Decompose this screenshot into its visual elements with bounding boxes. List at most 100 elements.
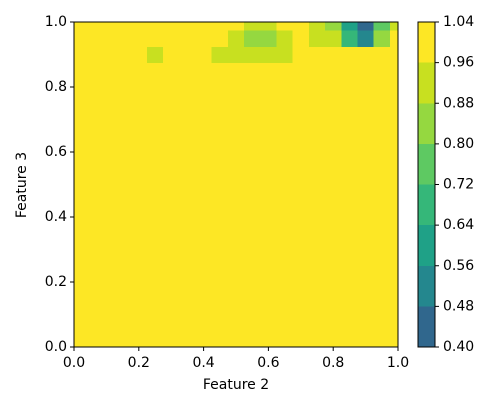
contour-cell: [227, 30, 245, 47]
contour-cell: [389, 30, 399, 47]
contour-cell: [357, 46, 375, 64]
contour-cell: [389, 208, 399, 348]
contour-cell: [211, 30, 229, 47]
colorbar-band: [418, 143, 435, 185]
contour-cell: [357, 22, 375, 31]
y-tick-label: 1.0: [45, 14, 67, 30]
contour-cell: [373, 46, 391, 64]
contour-cell: [98, 208, 115, 348]
colorbar-band: [418, 103, 435, 144]
contour-cell: [373, 62, 391, 210]
contour-cell: [114, 62, 132, 210]
y-axis-label: Feature 3: [14, 152, 30, 218]
contour-cell: [195, 30, 213, 47]
contour-cell: [341, 62, 358, 210]
colorbar-band: [418, 22, 435, 63]
contour-cell: [146, 46, 164, 64]
contour-cell: [179, 62, 196, 210]
contour-cell: [325, 46, 342, 64]
colorbar-band: [418, 184, 435, 226]
colorbar-band: [418, 306, 435, 347]
contour-cell: [276, 30, 294, 47]
contour-cell: [211, 62, 229, 210]
contour-cell: [244, 46, 261, 64]
contour-cell: [74, 30, 83, 47]
contour-cell: [292, 22, 310, 31]
contour-cell: [195, 46, 213, 64]
contour-cell: [227, 62, 245, 210]
contour-cell: [74, 62, 83, 210]
contour-cell: [114, 22, 132, 31]
contour-cell: [341, 22, 358, 31]
contour-cell: [179, 22, 196, 31]
contour-cell: [292, 46, 310, 64]
contour-cell: [227, 22, 245, 31]
colorbar-tick-label: 0.56: [443, 258, 474, 274]
x-tick-label: 0.8: [322, 355, 344, 371]
contour-cell: [130, 22, 148, 31]
contour-cell: [74, 208, 83, 348]
contour-cell: [341, 30, 358, 47]
contour-cell: [146, 208, 164, 348]
colorbar-tick-label: 0.80: [443, 136, 474, 152]
contour-cell: [325, 30, 342, 47]
contour-cell: [82, 46, 99, 64]
contour-cell: [211, 22, 229, 31]
colorbar-tick-label: 0.96: [443, 55, 474, 71]
contour-cell: [244, 62, 261, 210]
contour-cell: [357, 30, 375, 47]
x-tick-label: 0.6: [257, 355, 279, 371]
contour-cell: [130, 208, 148, 348]
contour-cell: [146, 22, 164, 31]
colorbar-tick-label: 0.40: [443, 339, 474, 355]
x-tick-label: 0.2: [128, 355, 150, 371]
contour-cell: [308, 62, 326, 210]
colorbar-tick-label: 0.48: [443, 298, 474, 314]
contour-cell: [325, 208, 342, 348]
contour-cell: [114, 46, 132, 64]
colorbar-band: [418, 62, 435, 104]
contour-cell: [227, 208, 245, 348]
contour-cell: [260, 46, 277, 64]
contour-cell: [98, 30, 115, 47]
contour-cell: [227, 46, 245, 64]
contour-cell: [163, 62, 180, 210]
contour-cell: [244, 30, 261, 47]
contour-cell: [195, 208, 213, 348]
contour-cell: [373, 208, 391, 348]
contour-cell: [211, 208, 229, 348]
contour-cell: [292, 62, 310, 210]
contour-cell: [179, 46, 196, 64]
colorbar-tick-label: 0.88: [443, 95, 474, 111]
contour-cell: [357, 62, 375, 210]
y-tick-label: 0.8: [45, 79, 67, 95]
contour-cell: [130, 30, 148, 47]
colorbar-tick-label: 1.04: [443, 14, 474, 30]
contour-cell: [163, 46, 180, 64]
colorbar-band: [418, 225, 435, 266]
contour-cell: [308, 46, 326, 64]
y-tick-label: 0.0: [45, 339, 67, 355]
contour-cell: [325, 62, 342, 210]
contour-cell: [114, 30, 132, 47]
contour-cell: [325, 22, 342, 31]
contour-cell: [276, 22, 294, 31]
contour-cell: [98, 46, 115, 64]
contour-cell: [389, 62, 399, 210]
contour-cell: [163, 22, 180, 31]
contour-cell: [130, 46, 148, 64]
x-tick-label: 0.0: [63, 355, 85, 371]
contour-cell: [260, 30, 277, 47]
contour-cell: [357, 208, 375, 348]
contour-cell: [341, 208, 358, 348]
colorbar-tick-label: 0.64: [443, 217, 474, 233]
y-tick-label: 0.4: [45, 209, 67, 225]
contour-cell: [146, 30, 164, 47]
contour-cell: [389, 46, 399, 64]
contour-cell: [195, 22, 213, 31]
contour-cell: [244, 208, 261, 348]
contour-cell: [276, 46, 294, 64]
contour-cell: [163, 208, 180, 348]
contour-cell: [82, 30, 99, 47]
